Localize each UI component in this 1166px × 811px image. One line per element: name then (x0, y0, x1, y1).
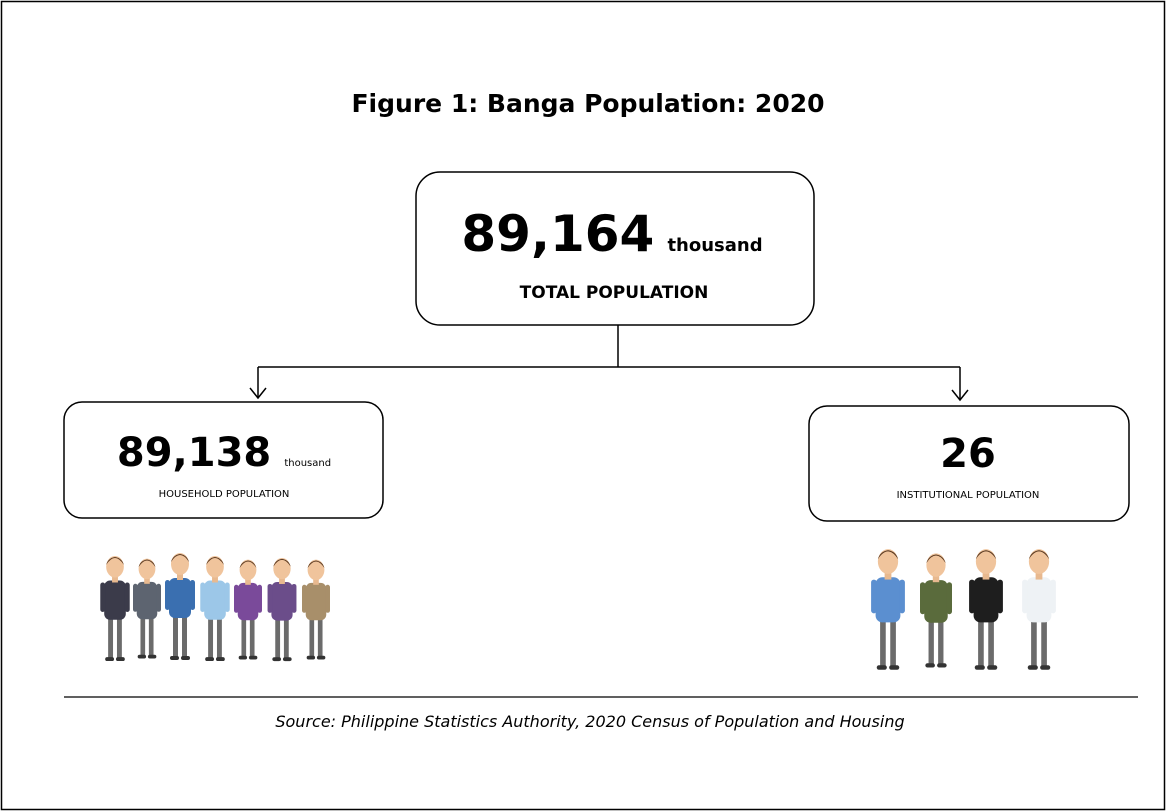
total-unit: thousand (667, 235, 762, 256)
institutional-value: 26 (940, 431, 996, 477)
infographic: Figure 1: Banga Population: 2020 89,164 … (0, 0, 1166, 811)
household-label: HOUSEHOLD POPULATION (159, 489, 290, 500)
total-value: 89,164 (461, 205, 654, 263)
total-label: TOTAL POPULATION (520, 283, 709, 303)
institutional-label: INSTITUTIONAL POPULATION (897, 490, 1040, 501)
household-value: 89,138 (117, 430, 271, 476)
title: Figure 1: Banga Population: 2020 (351, 89, 824, 118)
source: Source: Philippine Statistics Authority,… (275, 712, 904, 731)
page: { "title": "Figure 1: Banga Population: … (0, 0, 1166, 811)
household-unit: thousand (284, 458, 331, 469)
